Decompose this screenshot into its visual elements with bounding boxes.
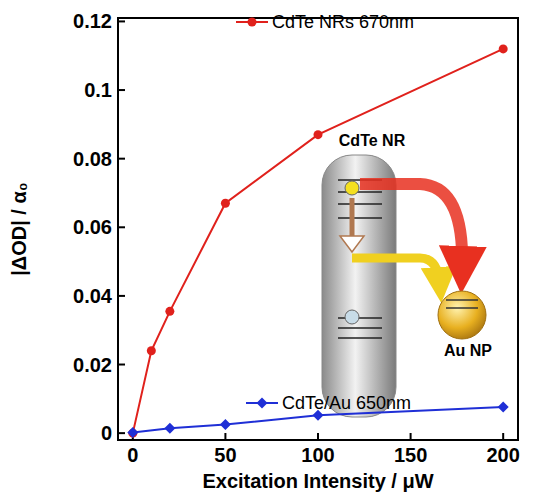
y-tick [118, 226, 125, 228]
data-point [164, 423, 175, 434]
chart: CdTe NR Au NP 0 0.02 0.04 0.06 0.08 0.1 0.12 0 50 1… [0, 0, 537, 497]
y-axis-title: |ΔOD| / α₀ [8, 182, 30, 276]
energy-level [446, 307, 478, 309]
y-tick [118, 295, 125, 297]
x-tick [224, 433, 226, 440]
plot-frame [118, 18, 518, 440]
y-tick-label: 0.04 [73, 285, 113, 307]
y-tick [118, 364, 125, 366]
x-tick [502, 433, 504, 440]
energy-level [446, 299, 478, 301]
relax-arrowhead [340, 236, 364, 252]
y-tick [118, 20, 125, 22]
x-axis-title: Excitation Intensity / μW [202, 470, 433, 492]
electron [345, 181, 359, 195]
series-line [133, 49, 503, 433]
data-point [147, 346, 156, 355]
annotation: CdTe NR [339, 132, 406, 149]
x-tick-label: 200 [486, 444, 519, 466]
x-tick-label: 0 [127, 444, 138, 466]
legend-entry: CdTe/Au 650nm [246, 393, 411, 413]
nanorod [322, 155, 396, 417]
legend-marker [257, 398, 268, 409]
hole [345, 310, 359, 324]
legend-marker [248, 18, 257, 27]
data-point [314, 130, 323, 139]
energy-level [338, 337, 382, 339]
y-tick-label: 0.12 [73, 10, 112, 32]
data-point [499, 44, 508, 53]
data-point [221, 199, 230, 208]
energy-level [338, 217, 382, 219]
relax-arrow [350, 198, 355, 240]
x-tick-label: 50 [214, 444, 236, 466]
y-tick [118, 432, 125, 434]
energy-level [338, 191, 382, 193]
data-point [165, 307, 174, 316]
legend-label: CdTe NRs 670nm [272, 12, 414, 32]
y-tick [118, 89, 125, 91]
plot-area [127, 44, 508, 438]
x-tick [317, 433, 319, 440]
y-tick-label: 0.1 [84, 79, 112, 101]
x-tick-label: 150 [394, 444, 427, 466]
data-point [127, 427, 138, 438]
transfer-arrow [352, 258, 440, 285]
x-tick-label: 100 [301, 444, 334, 466]
data-point [220, 419, 231, 430]
legend-label: CdTe/Au 650nm [282, 393, 411, 413]
y-tick-label: 0 [101, 422, 112, 444]
legend-entry: CdTe NRs 670nm [236, 12, 414, 32]
energy-level [338, 327, 382, 329]
inset-diagram: CdTe NR Au NP [322, 132, 492, 417]
y-tick-label: 0.08 [73, 148, 112, 170]
energy-level [338, 203, 382, 205]
annotation: Au NP [444, 342, 492, 359]
au-nanoparticle [438, 291, 486, 339]
transfer-arrow [360, 184, 462, 270]
data-point [498, 402, 509, 413]
x-tick [410, 433, 412, 440]
y-tick-label: 0.06 [73, 216, 112, 238]
y-tick [118, 158, 125, 160]
y-tick-label: 0.02 [73, 354, 112, 376]
